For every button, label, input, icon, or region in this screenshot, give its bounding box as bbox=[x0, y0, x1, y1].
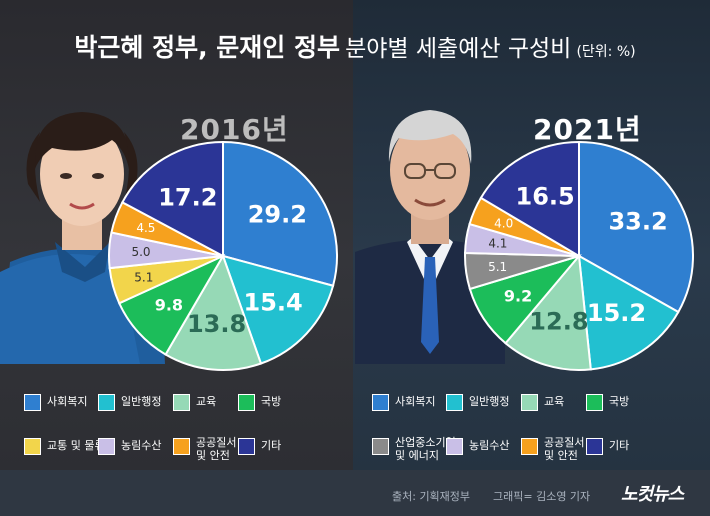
pie-chart-2016: 29.2 15.413.89.85.1 5.0 4.517.2 bbox=[108, 140, 338, 371]
legend-label: 기타 bbox=[261, 439, 282, 452]
title-unit: (단위: %) bbox=[576, 44, 636, 60]
legend-swatch bbox=[372, 438, 389, 455]
pie-slice-7 bbox=[479, 140, 580, 258]
legend-label: 국방 bbox=[261, 395, 282, 408]
credit-text: 그래픽= 김소영 기자 bbox=[493, 490, 591, 503]
legend-swatch bbox=[238, 394, 255, 411]
legend-swatch bbox=[238, 438, 255, 455]
pie-slice-0 bbox=[578, 140, 694, 314]
legend-label: 사회복지 bbox=[47, 395, 88, 408]
legend-label: 교육 bbox=[196, 395, 217, 408]
pie-label-1: 15.4 bbox=[244, 289, 303, 317]
legend-swatch bbox=[372, 394, 389, 411]
legend-swatch bbox=[446, 394, 463, 411]
legend-label: 사회복지 bbox=[395, 395, 436, 408]
pie-label-5: 5.0 bbox=[131, 245, 150, 259]
pie-label-2: 13.8 bbox=[187, 310, 246, 338]
legend-swatch bbox=[521, 438, 538, 455]
pie-slice-0 bbox=[222, 140, 338, 287]
pie-label-7: 16.5 bbox=[516, 183, 575, 211]
legend-swatch bbox=[24, 394, 41, 411]
pie-slice-1 bbox=[221, 254, 335, 365]
legend-swatch bbox=[521, 394, 538, 411]
pie-label-0: 29.2 bbox=[248, 200, 307, 228]
legend-swatch bbox=[586, 438, 603, 455]
legend-label: 농림수산 bbox=[469, 439, 510, 452]
legend-swatch bbox=[98, 394, 115, 411]
legend-swatch bbox=[173, 394, 190, 411]
title-bold: 박근혜 정부, 문재인 정부 bbox=[74, 33, 341, 62]
pie-label-6: 4.0 bbox=[494, 216, 513, 230]
pie-label-1: 15.2 bbox=[587, 299, 646, 327]
footer bbox=[0, 470, 710, 516]
pie-slice-7 bbox=[121, 140, 224, 258]
pie-label-5: 4.1 bbox=[488, 236, 507, 250]
legend-label: 일반행정 bbox=[121, 395, 162, 408]
legend-label: 공공질서 및 안전 bbox=[196, 436, 237, 462]
chart-title: 박근혜 정부, 문재인 정부 분야별 세출예산 구성비 (단위: %) bbox=[0, 28, 710, 64]
pie-label-0: 33.2 bbox=[608, 207, 667, 235]
pie-slice-2 bbox=[504, 253, 592, 371]
legend-label: 공공질서 및 안전 bbox=[544, 436, 585, 462]
legend-label: 산업중소기업 및 에너지 bbox=[395, 436, 456, 462]
legend-swatch bbox=[446, 438, 463, 455]
source-text: 출처: 기획재정부 bbox=[392, 490, 471, 503]
legend-label: 기타 bbox=[609, 439, 630, 452]
legend-swatch bbox=[173, 438, 190, 455]
portrait-left bbox=[0, 92, 165, 364]
pie-chart-2021: 33.2 15.212.89.2 5.1 4.1 4.016.5 bbox=[464, 140, 694, 371]
logo-text: 노컷뉴스 bbox=[621, 484, 684, 505]
pie-label-3: 9.8 bbox=[155, 295, 183, 314]
legend-swatch bbox=[98, 438, 115, 455]
legend-swatch bbox=[24, 438, 41, 455]
legend-label: 일반행정 bbox=[469, 395, 510, 408]
year-2016-label: 2016년 bbox=[180, 113, 289, 146]
pie-label-4: 5.1 bbox=[488, 260, 507, 274]
title-normal: 분야별 세출예산 구성비 bbox=[345, 36, 572, 62]
pie-label-6: 4.5 bbox=[136, 221, 155, 235]
legend-label: 국방 bbox=[609, 395, 630, 408]
year-2021-label: 2021년 bbox=[533, 113, 642, 146]
legend-label: 농림수산 bbox=[121, 439, 162, 452]
pie-label-4: 5.1 bbox=[134, 271, 153, 285]
legend-swatch bbox=[586, 394, 603, 411]
legend-label: 교육 bbox=[544, 395, 565, 408]
pie-slice-1 bbox=[577, 254, 680, 371]
pie-label-7: 17.2 bbox=[158, 183, 217, 211]
pie-slice-2 bbox=[164, 253, 263, 371]
pie-label-3: 9.2 bbox=[504, 287, 532, 306]
pie-label-2: 12.8 bbox=[529, 307, 588, 335]
legend-label: 교통 및 물류 bbox=[47, 439, 105, 452]
